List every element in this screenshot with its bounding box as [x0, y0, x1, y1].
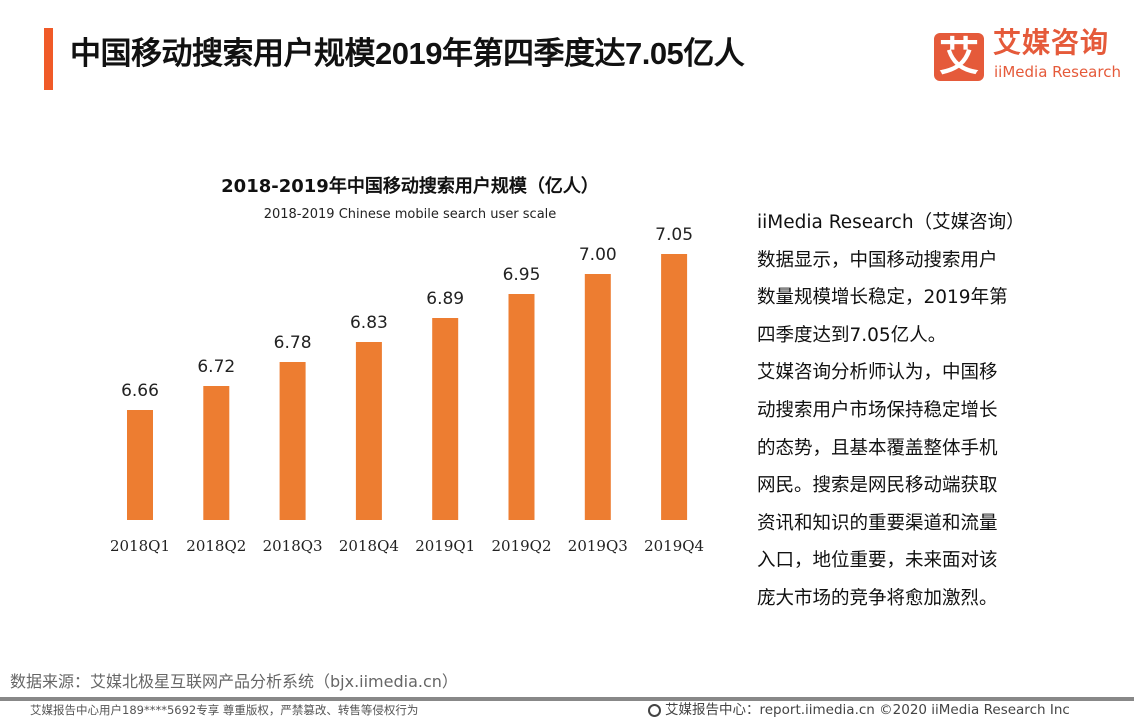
logo-en: iiMedia Research [994, 63, 1121, 81]
bar-2018Q4 [355, 342, 382, 520]
bar-2018Q2 [203, 386, 230, 520]
page-title: 中国移动搜索用户规模2019年第四季度达7.05亿人 [70, 36, 745, 71]
category-label: 2019Q2 [491, 537, 551, 555]
analysis-line: 艾媒咨询分析师认为，中国移 [757, 362, 998, 384]
category-label: 2018Q2 [186, 537, 246, 555]
data-source: 数据来源：艾媒北极星互联网产品分析系统（bjx.iimedia.cn） [10, 672, 458, 691]
bar-2019Q3 [584, 274, 611, 520]
analysis-line: 四季度达到7.05亿人。 [757, 324, 947, 346]
analysis-line: 庞大市场的竞争将愈加激烈。 [757, 587, 998, 609]
data-label: 6.66 [121, 381, 159, 401]
category-label: 2019Q4 [644, 537, 704, 555]
title-accent-bar [44, 28, 53, 90]
site-info: 艾媒报告中心：report.iimedia.cn ©2020 iiMedia R… [648, 702, 1070, 719]
category-label: 2019Q3 [568, 537, 628, 555]
data-label: 7.05 [655, 225, 693, 245]
logo-cn: 艾媒咨询 [993, 26, 1110, 59]
data-label: 6.78 [274, 333, 312, 353]
data-label: 7.00 [579, 245, 617, 265]
analysis-text: iiMedia Research（艾媒咨询） 数据显示，中国移动搜索用户 数量规模增… [757, 204, 1077, 618]
copyright-notice: 艾媒报告中心用户189****5692专享 尊重版权，严禁篡改、转售等侵权行为 [30, 703, 419, 717]
globe-icon [648, 704, 661, 717]
data-label: 6.95 [503, 265, 541, 285]
analysis-line: 动搜索用户市场保持稳定增长 [757, 399, 998, 421]
analysis-line: 入口，地位重要，未来面对该 [757, 550, 998, 572]
site-text: 艾媒报告中心：report.iimedia.cn ©2020 iiMedia R… [665, 702, 1070, 718]
data-label: 6.89 [426, 289, 464, 309]
category-label: 2018Q1 [110, 537, 170, 555]
chart-title: 2018-2019年中国移动搜索用户规模（亿人） [221, 176, 599, 197]
category-label: 2018Q4 [339, 537, 399, 555]
analysis-line: iiMedia Research（艾媒咨询） [757, 212, 1025, 233]
bar-2018Q1 [127, 410, 153, 520]
analysis-line: 网民。搜索是网民移动端获取 [757, 475, 998, 497]
category-label: 2018Q3 [263, 537, 323, 555]
data-label: 6.72 [197, 357, 235, 377]
bar-2019Q4 [661, 254, 688, 520]
analysis-line: 的态势，且基本覆盖整体手机 [757, 437, 998, 459]
logo-mark: 艾 [934, 33, 984, 81]
bar-2019Q2 [508, 294, 535, 520]
footer-divider [0, 697, 1134, 701]
analysis-line: 数量规模增长稳定，2019年第 [757, 287, 1008, 309]
category-label: 2019Q1 [415, 537, 475, 555]
bar-2019Q1 [432, 318, 459, 520]
bar-2018Q3 [279, 362, 306, 520]
analysis-line: 数据显示，中国移动搜索用户 [757, 249, 998, 271]
chart-subtitle: 2018-2019 Chinese mobile search user sca… [263, 207, 557, 222]
data-label: 6.83 [350, 313, 388, 333]
analysis-line: 资讯和知识的重要渠道和流量 [757, 512, 998, 534]
